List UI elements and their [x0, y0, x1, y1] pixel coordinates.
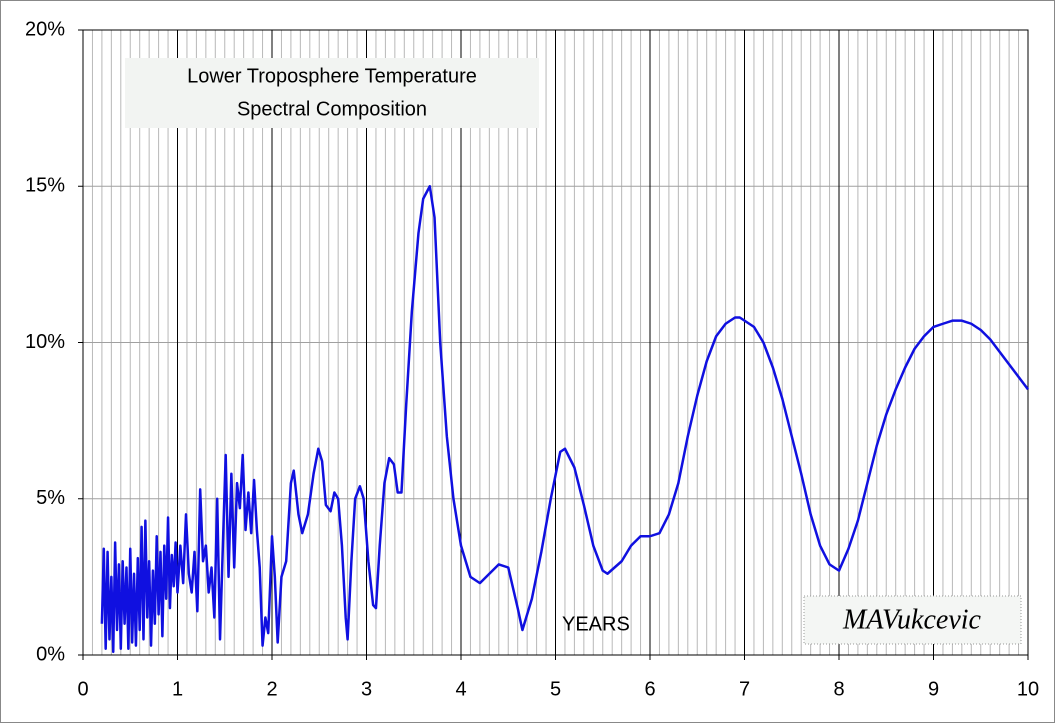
x-tick-label: 9	[928, 678, 939, 700]
axis-annotation: YEARS	[562, 613, 630, 635]
x-tick-label: 2	[266, 678, 277, 700]
plot-area	[82, 29, 1029, 656]
title-box	[125, 58, 539, 128]
y-tick-label: 10%	[25, 331, 65, 353]
data-line	[100, 185, 1029, 654]
signature: MAVukcevic	[842, 604, 982, 635]
x-tick-label: 1	[172, 678, 183, 700]
y-tick-label: 15%	[25, 175, 65, 197]
x-tick-label: 10	[1017, 678, 1039, 700]
chart-title: Spectral Composition	[237, 98, 427, 120]
x-tick-label: 5	[550, 678, 561, 700]
x-tick-label: 0	[77, 678, 88, 700]
y-tick-label: 20%	[25, 18, 65, 40]
y-tick-label: 5%	[36, 487, 65, 509]
x-tick-label: 7	[739, 678, 750, 700]
chart-title: Lower Troposphere Temperature	[187, 65, 477, 87]
x-tick-label: 4	[455, 678, 466, 700]
signature-box	[803, 595, 1022, 645]
x-tick-label: 8	[833, 678, 844, 700]
x-tick-label: 6	[644, 678, 655, 700]
x-tick-label: 3	[361, 678, 372, 700]
y-tick-label: 0%	[36, 643, 65, 665]
